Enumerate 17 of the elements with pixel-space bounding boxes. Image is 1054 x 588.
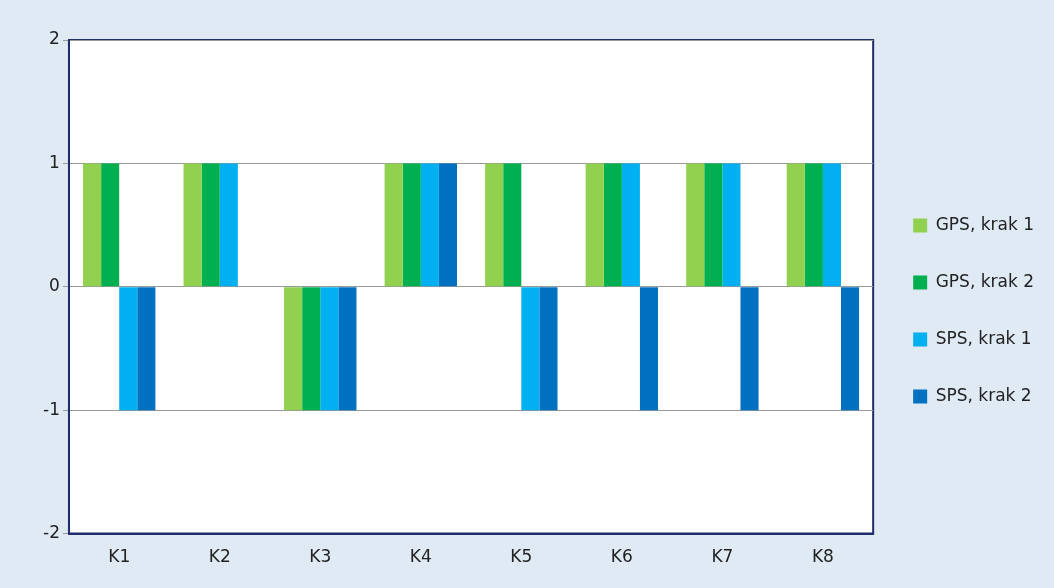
x-tick-label: K2 [208, 546, 231, 567]
y-tick-label: -2 [43, 522, 60, 543]
x-tick-label: K8 [811, 546, 834, 567]
y-tick-label: 2 [49, 28, 60, 49]
x-tick-label: K5 [510, 546, 533, 567]
x-tick-label: K7 [711, 546, 734, 567]
legend-label: SPS, krak 1 [935, 327, 1032, 348]
y-tick-label: -1 [43, 398, 60, 419]
y-tick-label: 0 [49, 275, 60, 296]
x-tick-label: K3 [309, 546, 332, 567]
legend-label: SPS, krak 2 [935, 384, 1032, 405]
legend-label: GPS, krak 2 [935, 270, 1034, 291]
y-tick-label: 1 [49, 151, 60, 172]
legend-label: GPS, krak 1 [935, 213, 1034, 234]
x-tick-label: K4 [409, 546, 432, 567]
x-tick-label: K6 [610, 546, 633, 567]
x-tick-label: K1 [108, 546, 131, 567]
